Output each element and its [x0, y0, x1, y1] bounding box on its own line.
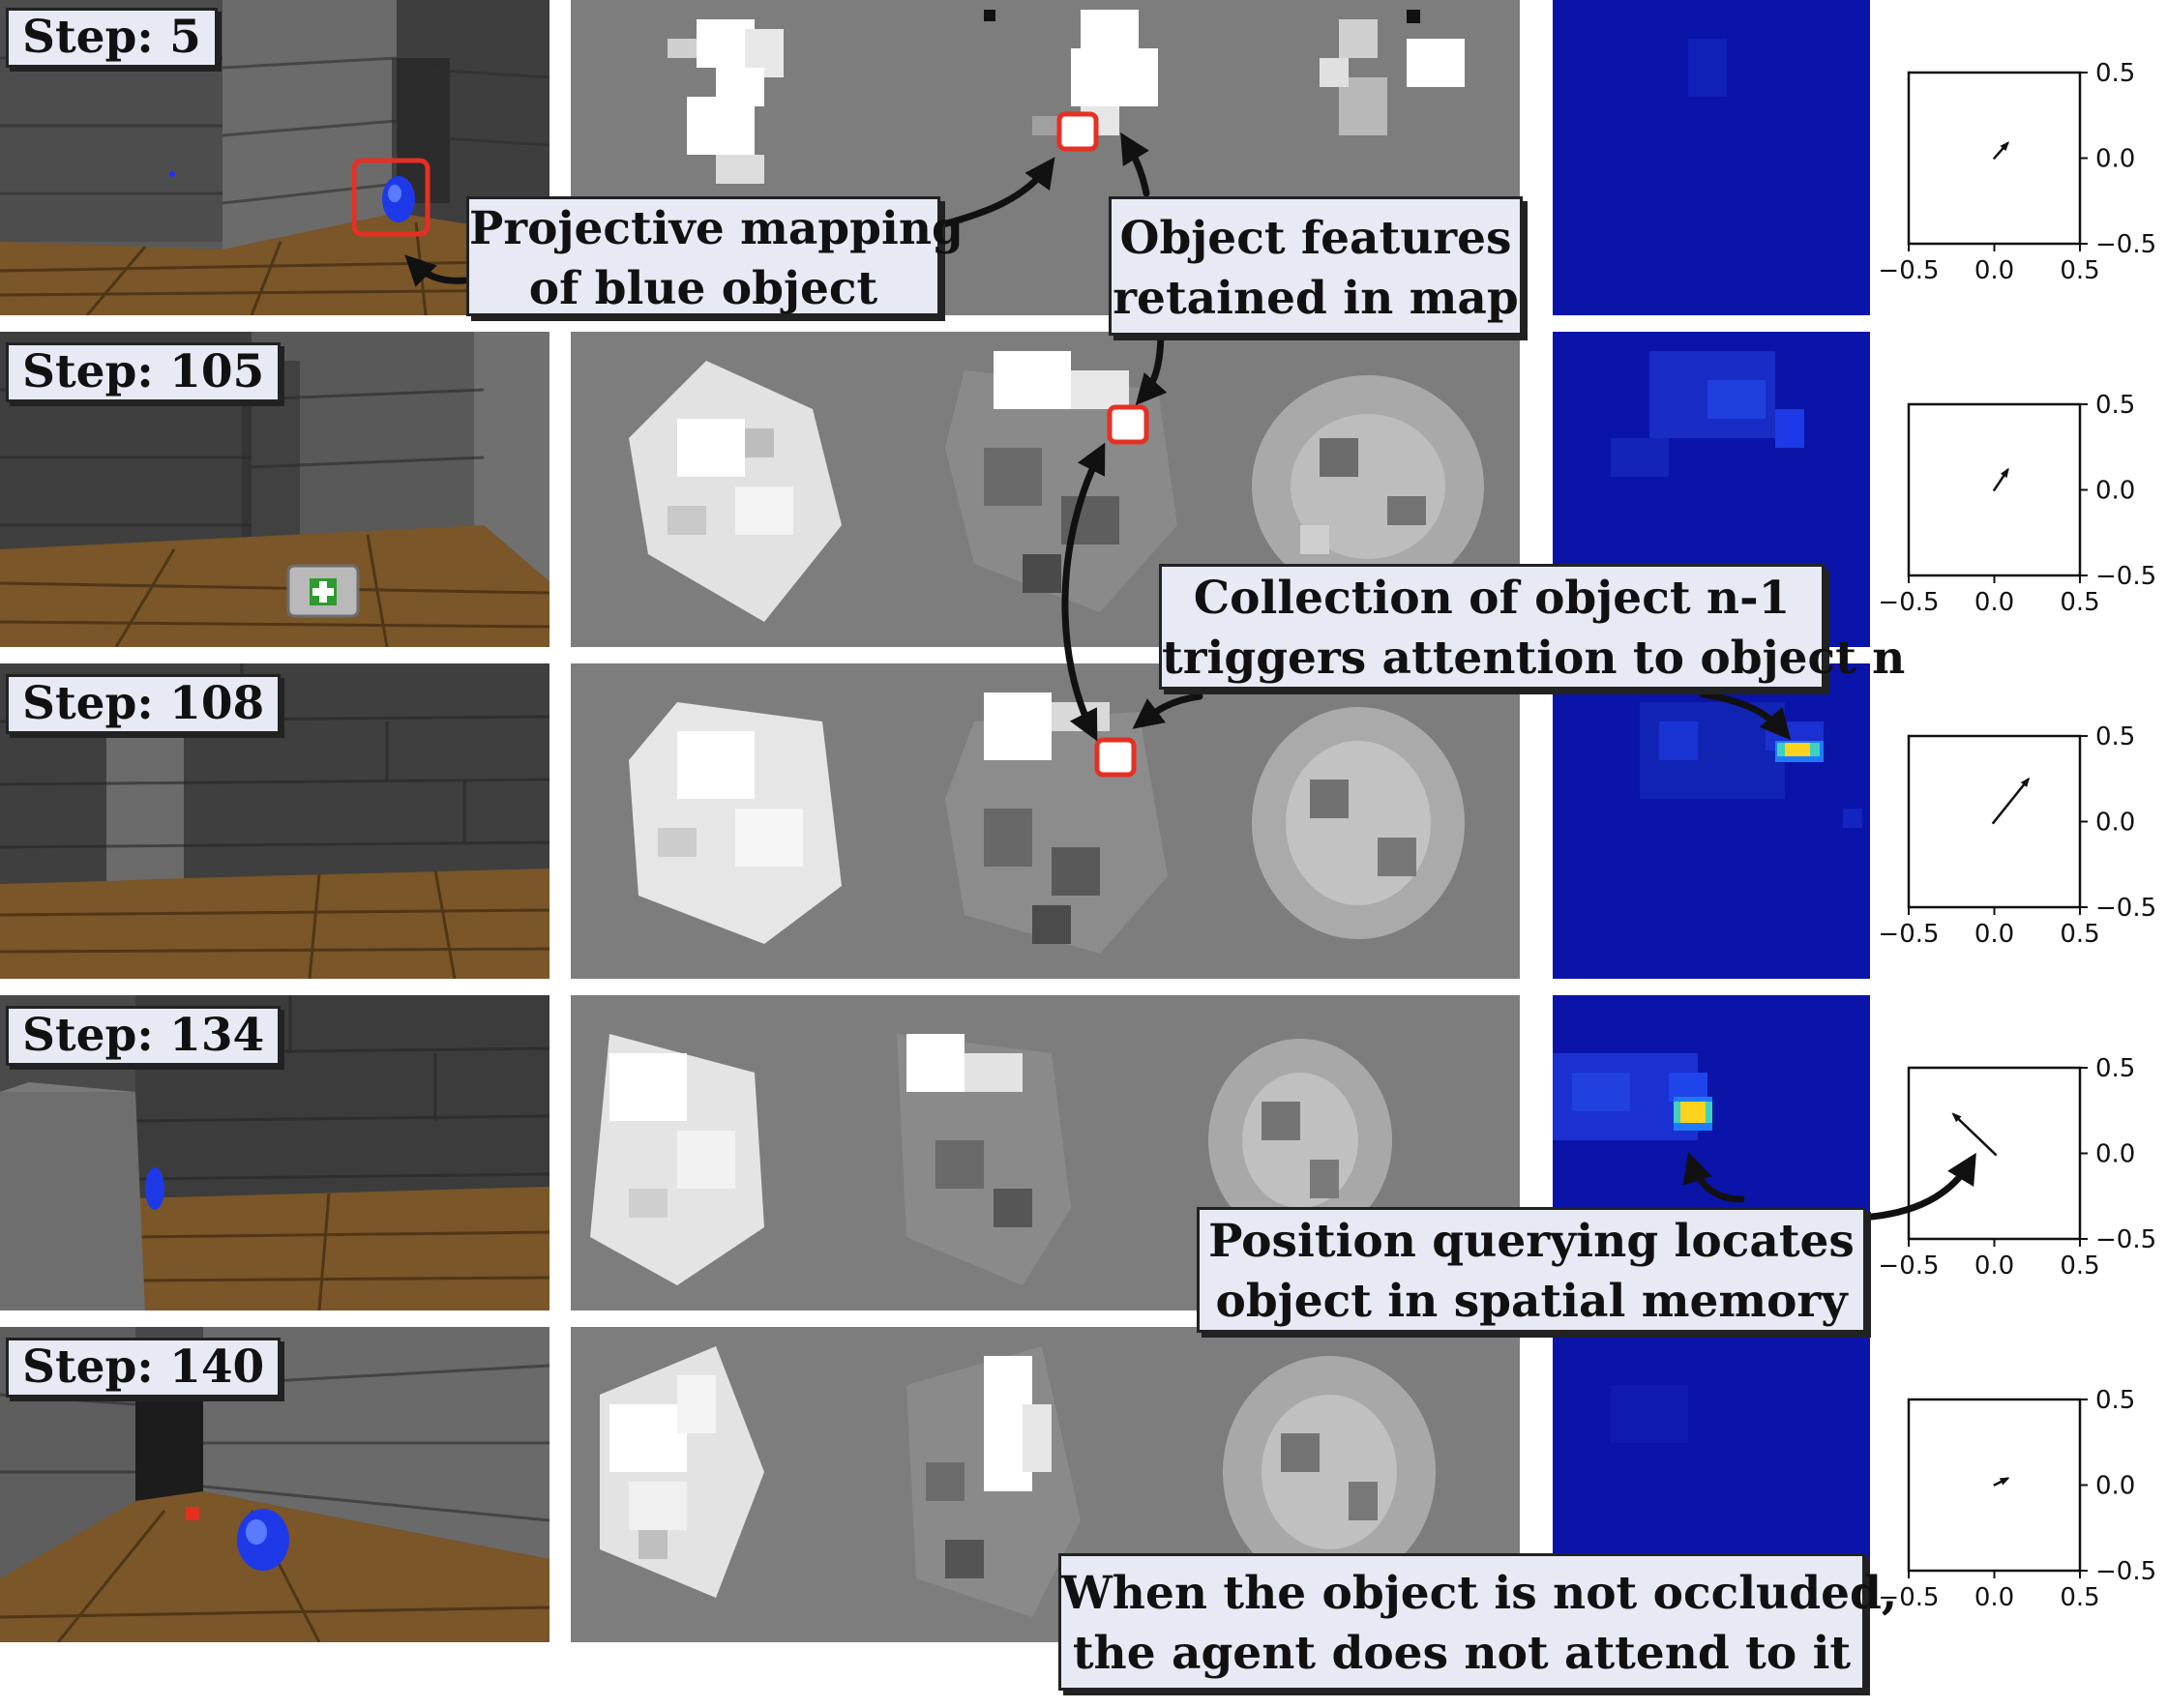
highlight-box-map-step-5	[1056, 111, 1099, 152]
quiver-arrow	[1991, 777, 2031, 825]
quiver-x-tick-label: 0.5	[2060, 588, 2099, 617]
step-label-140: Step: 140	[6, 1338, 282, 1398]
callout-projective-line-2: of blue object	[528, 262, 878, 315]
highlight-box-blue-object	[351, 158, 430, 237]
game-frame-step-5	[0, 0, 549, 315]
arrow-to-map-location	[939, 157, 1055, 228]
callout-projective-mapping: Projective mapping of blue object	[466, 196, 964, 316]
quiver-y-tick-label: 0.5	[2095, 722, 2135, 751]
highlight-box-map-step-105	[1107, 404, 1149, 445]
quiver-arrow	[1992, 467, 2009, 492]
arrow-to-blue-object	[404, 254, 468, 287]
feature-map-1-step-140	[571, 1327, 887, 1642]
quiver-x-tick-label: 0.0	[1974, 1583, 2014, 1612]
feature-map-1-step-105	[571, 332, 887, 647]
arrow-to-object-n-map	[1132, 692, 1203, 729]
quiver-x-tick-label: −0.5	[1878, 1583, 1939, 1612]
callout-occluded-line-1: When the object is not occluded,	[1061, 1567, 1898, 1620]
quiver-y-tick-label: −0.5	[2095, 1225, 2156, 1254]
feature-map-2-step-140	[887, 1327, 1203, 1642]
quiver-x-tick-label: 0.0	[1974, 256, 2014, 285]
quiver-y-tick-label: 0.0	[2095, 1140, 2135, 1169]
callout-collection-line-2: triggers attention to object n	[1162, 632, 1906, 685]
step-label-134: Step: 134	[6, 1006, 282, 1066]
arrow-features-down	[1135, 325, 1168, 406]
callout-features-line-2: retained in map	[1113, 272, 1519, 325]
callout-collection-attention: Collection of object n-1 triggers attent…	[1159, 564, 1906, 690]
step-label-5: Step: 5	[6, 8, 218, 68]
arrow-to-attention-peak	[1699, 691, 1792, 741]
quiver-x-tick-label: −0.5	[1878, 588, 1939, 617]
quiver-y-tick-label: 0.0	[2095, 145, 2135, 174]
callout-position-line-1: Position querying locates	[1208, 1215, 1855, 1268]
callout-features-line-1: Object features	[1119, 212, 1512, 265]
quiver-y-tick-label: 0.0	[2095, 477, 2135, 506]
quiver-arrow	[1951, 1112, 1998, 1157]
quiver-x-tick-label: 0.5	[2060, 1252, 2099, 1281]
quiver-x-tick-label: 0.5	[2060, 1583, 2099, 1612]
quiver-x-tick-label: 0.0	[1974, 588, 2014, 617]
quiver-y-tick-label: 0.5	[2095, 1386, 2135, 1415]
quiver-y-tick-label: 0.0	[2095, 809, 2135, 838]
quiver-arrow	[1993, 1477, 2010, 1487]
quiver-x-tick-label: 0.0	[1974, 920, 2014, 949]
arrow-features-up	[1120, 132, 1150, 197]
quiver-y-tick-label: −0.5	[2095, 230, 2156, 259]
quiver-x-tick-label: −0.5	[1878, 1252, 1939, 1281]
highlight-box-map-step-108	[1094, 737, 1137, 778]
quiver-x-tick-label: 0.0	[1974, 1252, 2014, 1281]
quiver-x-tick-label: 0.5	[2060, 256, 2099, 285]
arrow-to-heatmap-peak	[1682, 1151, 1745, 1203]
quiver-arrow	[1992, 141, 2009, 161]
attention-heatmap-step-5	[1553, 0, 1870, 315]
quiver-y-tick-label: 0.5	[2095, 1054, 2135, 1083]
quiver-x-tick-label: −0.5	[1878, 256, 1939, 285]
feature-map-3-step-108	[1203, 663, 1520, 979]
quiver-y-tick-label: 0.0	[2095, 1472, 2135, 1501]
quiver-y-tick-label: −0.5	[2095, 894, 2156, 923]
callout-features-retained: Object features retained in map	[1109, 196, 1523, 336]
quiver-x-tick-label: 0.5	[2060, 920, 2099, 949]
quiver-y-tick-label: −0.5	[2095, 562, 2156, 591]
quiver-y-tick-label: 0.5	[2095, 391, 2135, 420]
step-label-108: Step: 108	[6, 674, 282, 734]
quiver-y-tick-label: −0.5	[2095, 1557, 2156, 1586]
feature-map-1-step-108	[571, 663, 887, 979]
callout-position-querying: Position querying locates object in spat…	[1197, 1207, 1866, 1333]
quiver-x-tick-label: −0.5	[1878, 920, 1939, 949]
step-label-105: Step: 105	[6, 342, 282, 402]
callout-position-line-2: object in spatial memory	[1215, 1275, 1848, 1328]
callout-collection-line-1: Collection of object n-1	[1193, 572, 1791, 625]
callout-projective-line-1: Projective mapping	[469, 202, 964, 255]
callout-occluded-line-2: the agent does not attend to it	[1072, 1627, 1852, 1680]
callout-not-occluded: When the object is not occluded, the age…	[1058, 1553, 1898, 1691]
quiver-y-tick-label: 0.5	[2095, 59, 2135, 88]
arrow-to-quiver-plot	[1868, 1152, 1976, 1221]
feature-map-2-step-134	[887, 995, 1203, 1310]
arrow-between-map-locations	[1061, 442, 1106, 742]
feature-map-1-step-134	[571, 995, 887, 1310]
